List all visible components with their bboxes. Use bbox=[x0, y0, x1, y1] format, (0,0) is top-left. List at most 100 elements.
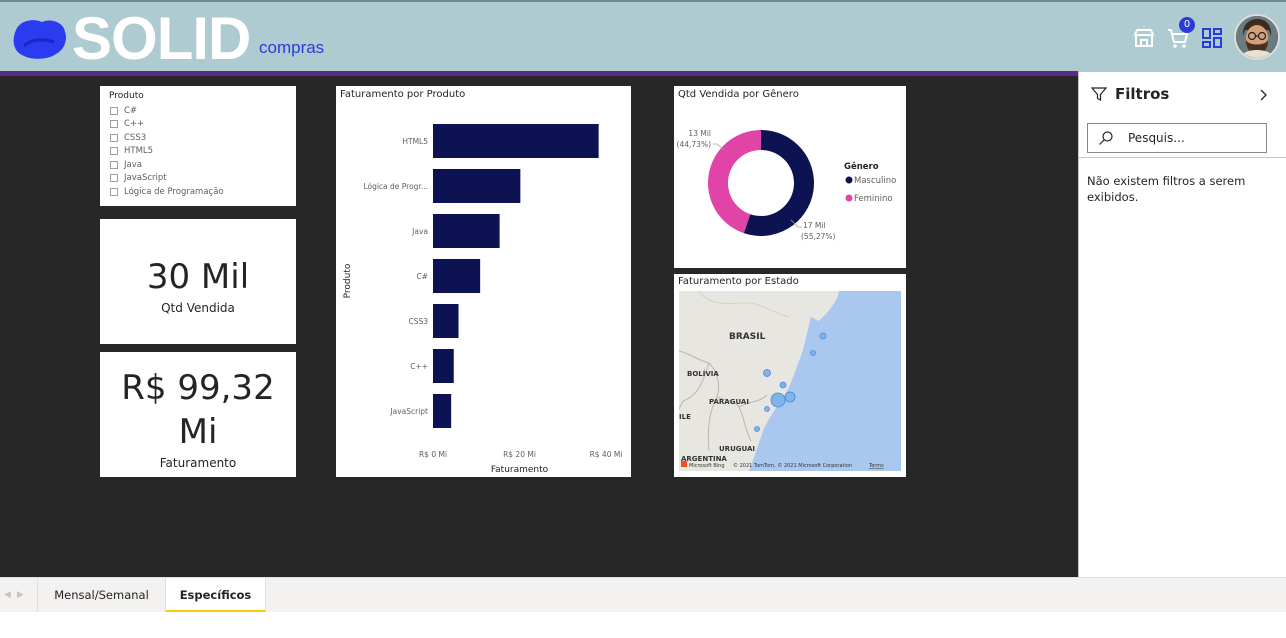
map-label-argentina: ARGENTINA bbox=[681, 455, 727, 463]
filters-pane: Filtros Pesquis... Não existem filtros a… bbox=[1078, 72, 1286, 577]
kpi-card-faturamento: R$ 99,32 Mi Faturamento bbox=[100, 352, 296, 477]
bar[interactable] bbox=[433, 214, 500, 248]
slicer-title: Produto bbox=[109, 91, 144, 101]
map-label-paraguai: PARAGUAI bbox=[709, 398, 749, 406]
slicer-item-label: Lógica de Programação bbox=[124, 186, 224, 197]
slicer-item-label: Java bbox=[124, 159, 142, 170]
map-terms-link[interactable]: Terms bbox=[868, 463, 884, 469]
slicer-list: C# C++ CSS3 HTML5 Java JavaScript Lógica de Pr… bbox=[110, 104, 224, 199]
legend-marker bbox=[845, 194, 853, 202]
slicer-item[interactable]: CSS3 bbox=[110, 131, 224, 145]
dashboard-icon[interactable] bbox=[1200, 26, 1224, 50]
map-bubble[interactable] bbox=[763, 369, 771, 377]
map-title: Faturamento por Estado bbox=[678, 276, 799, 287]
filters-search-input[interactable]: Pesquis... bbox=[1087, 123, 1267, 153]
tab-next-icon[interactable]: ▶ bbox=[16, 590, 30, 600]
slicer-item[interactable]: Lógica de Programação bbox=[110, 185, 224, 199]
bar-category-label: CSS3 bbox=[408, 317, 428, 326]
slicer-item-label: HTML5 bbox=[124, 146, 154, 157]
donut-slice[interactable] bbox=[743, 130, 814, 236]
donut-title: Qtd Vendida por Gênero bbox=[678, 88, 799, 100]
cart-count-badge: 0 bbox=[1179, 17, 1195, 33]
produto-slicer: Produto C# C++ CSS3 HTML5 Java JavaScript Lógi… bbox=[100, 86, 296, 206]
brand-title: SOLID bbox=[72, 5, 251, 72]
user-avatar[interactable] bbox=[1234, 14, 1280, 60]
bar[interactable] bbox=[433, 304, 459, 338]
slicer-item[interactable]: C++ bbox=[110, 118, 224, 132]
bar-category-label: JavaScript bbox=[389, 407, 428, 416]
slice-label: 13 Mil bbox=[688, 129, 711, 138]
search-icon bbox=[1099, 131, 1113, 145]
bar[interactable] bbox=[433, 259, 481, 293]
filter-icon bbox=[1091, 87, 1107, 101]
filters-title: Filtros bbox=[1115, 85, 1170, 103]
bar-chart-card: Faturamento por Produto HTML5 Lógica de Pr… bbox=[336, 86, 631, 477]
map-label-uruguai: URUGUAI bbox=[719, 445, 755, 453]
checkbox-icon[interactable] bbox=[110, 187, 118, 196]
map-bubble[interactable] bbox=[819, 332, 827, 340]
slicer-item-label: JavaScript bbox=[124, 173, 167, 184]
map-bubble[interactable] bbox=[779, 381, 787, 389]
x-tick-label: R$ 20 Mi bbox=[503, 450, 536, 459]
map-bubble[interactable] bbox=[764, 406, 770, 412]
slicer-item-label: C# bbox=[124, 105, 138, 116]
tab-prev-icon[interactable]: ◀ bbox=[4, 590, 17, 600]
header-accent-bar bbox=[0, 71, 1078, 76]
slice-percent: (44,73%) bbox=[677, 140, 712, 149]
bar-category-label: Java bbox=[411, 227, 428, 236]
slicer-item[interactable]: JavaScript bbox=[110, 172, 224, 186]
slicer-item[interactable]: C# bbox=[110, 104, 224, 118]
tab-mensal-semanal[interactable]: Mensal/Semanal bbox=[38, 578, 166, 613]
checkbox-icon[interactable] bbox=[110, 133, 118, 142]
kpi-card-qtd: 30 Mil Qtd Vendida bbox=[100, 219, 296, 344]
slice-percent: (55,27%) bbox=[801, 232, 836, 241]
bing-logo-icon bbox=[681, 461, 687, 467]
x-tick-label: R$ 40 Mi bbox=[590, 450, 623, 459]
bar-category-label: HTML5 bbox=[402, 137, 428, 146]
logo-blob-icon bbox=[13, 20, 66, 59]
legend-entry[interactable]: Feminino bbox=[854, 194, 893, 204]
donut-slice[interactable] bbox=[708, 130, 761, 234]
kpi-fat-value-line2: Mi bbox=[178, 412, 218, 452]
bar-chart-title: Faturamento por Produto bbox=[340, 89, 465, 100]
map-bing-label: Microsoft Bing bbox=[689, 463, 725, 469]
map-area[interactable]: BRASIL BOLÍVIA PARAGUAI ILE URUGUAI ARGE… bbox=[679, 291, 901, 471]
store-icon[interactable] bbox=[1132, 26, 1156, 50]
bar-chart: Faturamento por Produto HTML5 Lógica de Pr… bbox=[340, 89, 623, 475]
checkbox-icon[interactable] bbox=[110, 174, 118, 183]
bar-category-label: C++ bbox=[410, 362, 428, 371]
bar[interactable] bbox=[433, 124, 599, 158]
bar-category-label: C# bbox=[416, 272, 428, 281]
cart-icon[interactable] bbox=[1166, 26, 1190, 50]
leader-line bbox=[790, 219, 802, 228]
checkbox-icon[interactable] bbox=[110, 160, 118, 169]
map-bubble[interactable] bbox=[810, 350, 816, 356]
map-card: Faturamento por Estado BRASIL BOLÍVIA PA… bbox=[674, 274, 906, 477]
slicer-item[interactable]: Java bbox=[110, 158, 224, 172]
legend-title: Gênero bbox=[844, 161, 879, 172]
tab-scroll-arrows[interactable]: ◀▶ bbox=[0, 578, 38, 613]
leader-line bbox=[713, 143, 725, 151]
search-placeholder: Pesquis... bbox=[1128, 131, 1185, 145]
bar[interactable] bbox=[433, 349, 454, 383]
bar[interactable] bbox=[433, 169, 521, 203]
filters-empty-message: Não existem filtros a serem exibidos. bbox=[1087, 174, 1246, 204]
kpi-qtd-label: Qtd Vendida bbox=[161, 301, 235, 315]
map-visual: BRASIL BOLÍVIA PARAGUAI ILE URUGUAI ARGE… bbox=[679, 291, 884, 471]
slicer-item[interactable]: HTML5 bbox=[110, 145, 224, 159]
kpi-fat-label: Faturamento bbox=[159, 456, 237, 470]
legend-entry[interactable]: Masculino bbox=[854, 176, 896, 186]
x-axis-title: Faturamento bbox=[491, 465, 549, 475]
checkbox-icon[interactable] bbox=[110, 120, 118, 129]
map-bubble[interactable] bbox=[770, 392, 786, 408]
chevron-right-icon[interactable] bbox=[1257, 89, 1269, 101]
map-bubble[interactable] bbox=[754, 426, 760, 432]
legend-marker bbox=[845, 176, 853, 184]
bar[interactable] bbox=[433, 394, 452, 428]
filters-divider bbox=[1079, 157, 1286, 158]
checkbox-icon[interactable] bbox=[110, 147, 118, 156]
checkbox-icon[interactable] bbox=[110, 106, 118, 115]
map-bubble[interactable] bbox=[784, 391, 796, 403]
brand-subtitle: compras bbox=[259, 38, 325, 57]
tab-especificos[interactable]: Específicos bbox=[166, 578, 266, 613]
